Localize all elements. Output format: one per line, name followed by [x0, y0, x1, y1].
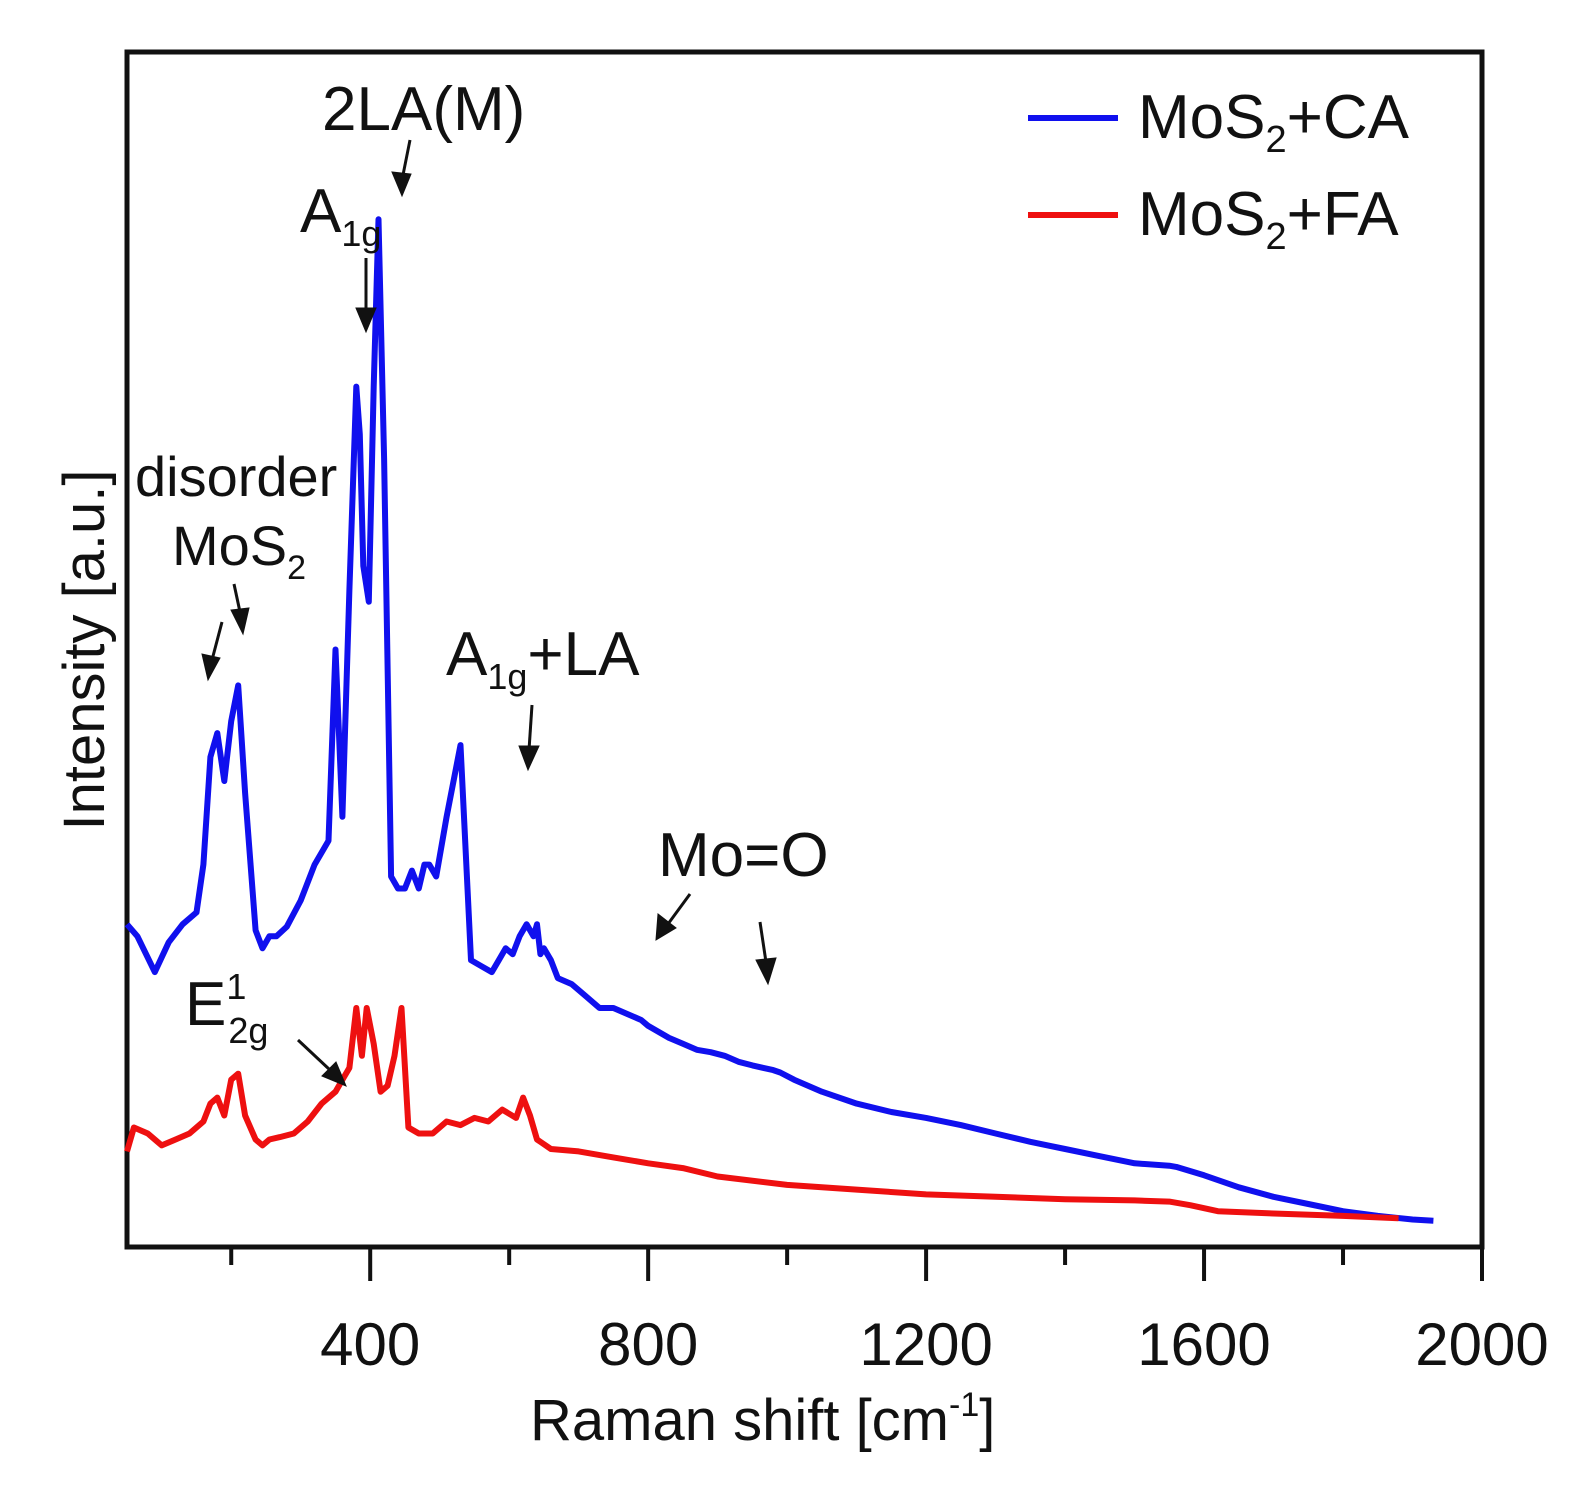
- annotation-e2g: E1 2g: [185, 966, 268, 1051]
- x-tick-label: 1200: [859, 1311, 992, 1378]
- legend: MoS2+CA MoS2+FA: [1028, 83, 1410, 258]
- annotation-2la: 2LA(M): [322, 75, 525, 144]
- arrow-mo-o-1: [666, 893, 692, 925]
- x-tick-label: 1600: [1137, 1311, 1270, 1378]
- arrow-a1g-la: [527, 704, 534, 751]
- series-line-fa: [124, 1005, 1399, 1222]
- annotation-disorder: disorder: [135, 445, 337, 508]
- arrowhead-mo-o-2: [755, 957, 777, 986]
- y-axis-label: Intensity [a.u.]: [52, 469, 117, 830]
- arrowhead-a1g-la: [518, 745, 540, 772]
- annotation-mos2: MoS2: [172, 514, 306, 587]
- x-tick-label: 400: [320, 1311, 420, 1378]
- x-axis-tick-labels: 400 800 1200 1600 2000: [320, 1311, 1549, 1378]
- x-axis-ticks: [229, 1247, 1484, 1281]
- arrow-e2g: [296, 1038, 332, 1072]
- x-tick-label: 800: [598, 1311, 698, 1378]
- plot-frame: [124, 49, 1485, 1250]
- arrowhead-e2g: [321, 1061, 347, 1087]
- arrowhead-disorder-2: [230, 607, 250, 636]
- series-lines: [124, 216, 1434, 1224]
- annotation-mo-o: Mo=O: [658, 821, 829, 890]
- annotations: 2LA(M) A1g disorder MoS2 A1g+LA Mo=O E1 2…: [135, 75, 829, 1087]
- legend-label-fa: MoS2+FA: [1138, 180, 1399, 258]
- series-line-ca: [124, 216, 1434, 1224]
- arrowhead-2la: [391, 171, 412, 198]
- annotation-a1g-la: A1g+LA: [446, 620, 640, 697]
- x-tick-label: 2000: [1415, 1311, 1548, 1378]
- x-axis-label: Raman shift [cm-1]: [530, 1386, 995, 1453]
- arrowhead-disorder-1: [201, 653, 221, 682]
- arrowhead-a1g: [355, 307, 377, 334]
- arrow-disorder-2: [232, 583, 242, 613]
- annotation-a1g: A1g: [300, 177, 381, 254]
- arrow-mo-o-2: [758, 921, 768, 963]
- arrow-disorder-1: [210, 621, 224, 661]
- legend-label-ca: MoS2+CA: [1138, 83, 1410, 161]
- arrowhead-mo-o-1: [655, 913, 677, 941]
